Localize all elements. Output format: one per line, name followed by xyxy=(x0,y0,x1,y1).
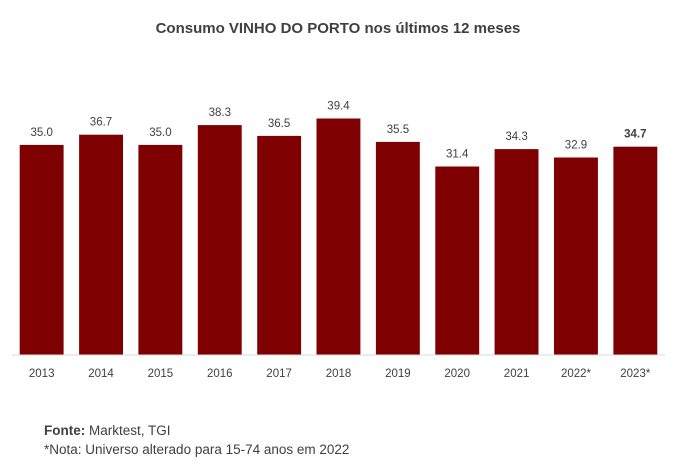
value-label-2017: 36.5 xyxy=(268,118,290,130)
bar-2023* xyxy=(613,146,658,355)
value-label-2013: 35.0 xyxy=(31,127,53,139)
bar-2015 xyxy=(138,144,183,355)
x-tick-label-2016: 2016 xyxy=(207,368,233,380)
bar-2022* xyxy=(554,157,598,355)
bar-2016 xyxy=(197,125,242,355)
value-label-2015: 35.0 xyxy=(149,127,171,139)
x-tick-label-2022*: 2022* xyxy=(561,368,592,380)
x-tick-label-2023*: 2023* xyxy=(620,368,651,380)
x-tick-label-2019: 2019 xyxy=(385,368,411,380)
value-label-2020: 31.4 xyxy=(446,149,469,161)
x-tick-label-2020: 2020 xyxy=(444,368,470,380)
value-label-2021: 34.3 xyxy=(505,131,527,143)
x-tick-label-2014: 2014 xyxy=(88,368,114,380)
value-label-2018: 39.4 xyxy=(327,101,350,113)
value-label-2023*: 34.7 xyxy=(624,129,646,141)
x-tick-label-2018: 2018 xyxy=(326,368,352,380)
bar-2018 xyxy=(316,118,361,355)
value-label-2022*: 32.9 xyxy=(565,140,587,152)
value-label-2019: 35.5 xyxy=(387,124,409,136)
footer: Fonte: Marktest, TGI *Nota: Universo alt… xyxy=(44,421,349,459)
x-tick-label-2021: 2021 xyxy=(504,368,530,380)
bar-2019 xyxy=(375,141,420,355)
bar-2021 xyxy=(494,149,539,355)
chart-title: Consumo VINHO DO PORTO nos últimos 12 me… xyxy=(155,20,521,37)
source-label: Fonte: xyxy=(44,423,86,438)
source-line: Fonte: Marktest, TGI xyxy=(44,421,349,440)
bar-chart: 35.0 36.7 35.0 38.3 36.5 39.4 35.5 31.4 34.3 32.9… xyxy=(12,101,665,380)
x-tick-label-2015: 2015 xyxy=(148,368,174,380)
note-line: *Nota: Universo alterado para 15-74 anos… xyxy=(44,442,350,457)
bar-2020 xyxy=(435,166,480,355)
x-tick-label-2013: 2013 xyxy=(29,368,55,380)
bar-2014 xyxy=(79,134,123,355)
bar-2017 xyxy=(257,135,302,355)
value-label-2016: 38.3 xyxy=(209,107,231,119)
source-value: Marktest, TGI xyxy=(85,423,171,438)
bar-2013 xyxy=(19,144,64,355)
x-tick-label-2017: 2017 xyxy=(266,368,292,380)
value-label-2014: 36.7 xyxy=(90,117,112,129)
